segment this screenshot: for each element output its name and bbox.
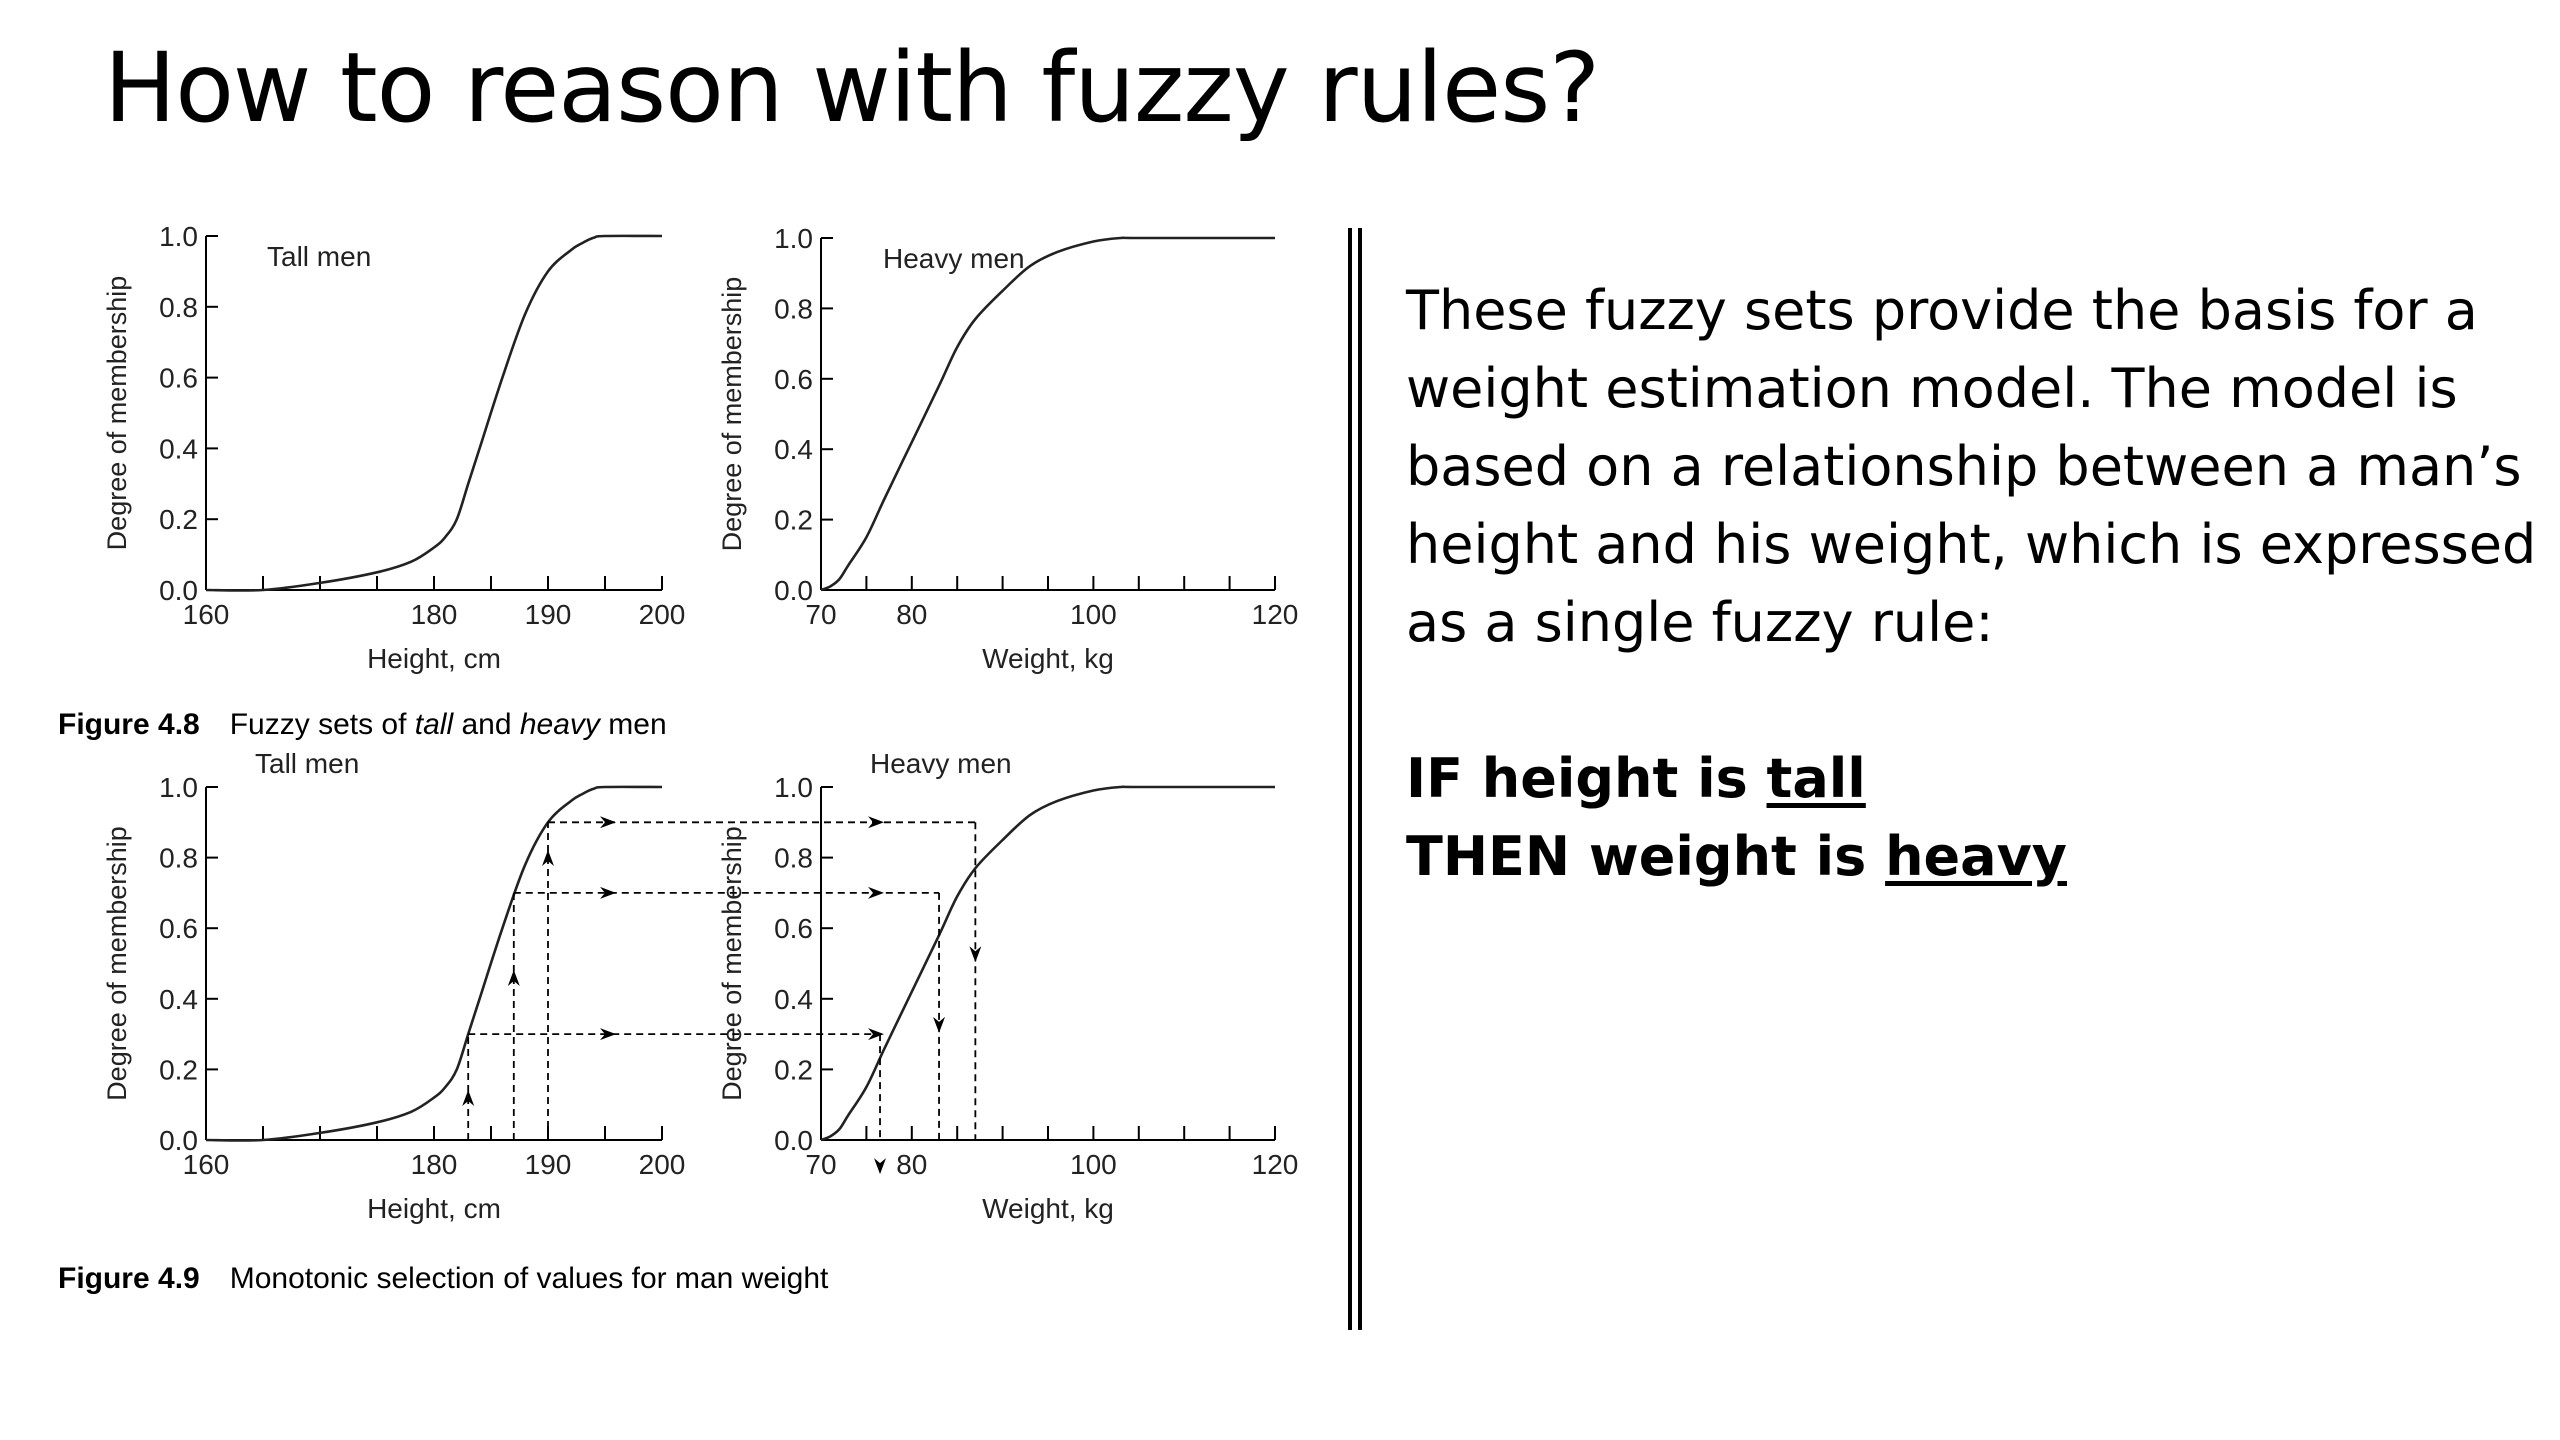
x-tick-label: 190 xyxy=(525,599,572,630)
right-arrow-icon xyxy=(600,1028,616,1041)
y-tick-label: 1.0 xyxy=(774,772,813,803)
chart-fig48-heavy-men: 0.0 0.2 0.4 0.6 0.8 1.0 70 80 100 120 Weight, kg De… xyxy=(717,223,1298,674)
y-axis-label: Degree of membership xyxy=(102,826,132,1101)
y-tick-label: 1.0 xyxy=(159,221,198,252)
y-tick-label: 0.8 xyxy=(159,843,198,874)
x-tick-label: 100 xyxy=(1070,599,1117,630)
y-tick-label: 1.0 xyxy=(774,223,813,254)
figures-svg: 0.0 0.2 0.4 0.6 0.8 1.0 160 180 190 200 Height, cm… xyxy=(102,221,1298,1224)
x-tick-label: 120 xyxy=(1252,1149,1299,1180)
y-tick-label: 0.2 xyxy=(774,505,813,536)
membership-curve xyxy=(820,236,1275,592)
x-tick-label: 70 xyxy=(805,599,836,630)
right-arrow-icon xyxy=(868,816,884,829)
figure-4-9-caption: Figure 4.9 Monotonic selection of values … xyxy=(58,1262,828,1296)
y-tick-label: 0.4 xyxy=(774,984,813,1015)
caption-term-heavy: heavy xyxy=(519,708,600,741)
x-tick-label: 200 xyxy=(639,1149,686,1180)
chart-fig48-tall-men: 0.0 0.2 0.4 0.6 0.8 1.0 160 180 190 200 Height, cm… xyxy=(102,221,685,674)
caption-text: Monotonic selection of values for man we… xyxy=(229,1262,829,1295)
explanation-text: These fuzzy sets provide the basis for a… xyxy=(1406,279,2537,654)
y-tick-label: 0.6 xyxy=(159,363,198,394)
x-tick-label: 80 xyxy=(896,599,927,630)
y-tick-label: 0.0 xyxy=(159,575,198,606)
y-axis-label: Degree of membership xyxy=(717,826,747,1101)
panel-label: Heavy men xyxy=(883,243,1025,274)
y-tick-label: 0.2 xyxy=(159,1054,198,1085)
caption-text: men xyxy=(599,708,667,741)
y-tick-label: 0.4 xyxy=(774,434,813,465)
down-arrow-icon xyxy=(874,1158,887,1175)
x-tick-label: 180 xyxy=(411,599,458,630)
y-tick-label: 0.4 xyxy=(159,433,198,464)
y-axis-label: Degree of membership xyxy=(102,276,132,551)
y-tick-label: 0.8 xyxy=(774,293,813,324)
x-tick-label: 180 xyxy=(411,1149,458,1180)
x-tick-label: 70 xyxy=(805,1149,836,1180)
panel-label: Tall men xyxy=(255,748,359,779)
y-tick-label: 0.8 xyxy=(159,292,198,323)
x-axis-label: Weight, kg xyxy=(982,643,1114,674)
up-arrow-icon xyxy=(462,1090,475,1106)
membership-curve xyxy=(205,234,663,592)
figure-4-8-caption: Figure 4.8 Fuzzy sets of tall and heavy m… xyxy=(58,708,667,742)
rule-then-prefix: THEN weight is xyxy=(1406,825,1886,888)
rule-then-term: heavy xyxy=(1885,825,2068,888)
rule-if-term: tall xyxy=(1766,747,1866,810)
right-arrow-icon xyxy=(868,1028,884,1041)
fuzzy-rule: IF height is tall THEN weight is heavy xyxy=(1406,740,2546,896)
figure-4-8-number: Figure 4.8 xyxy=(58,708,200,741)
rule-if-prefix: IF height is xyxy=(1406,747,1767,810)
right-arrow-icon xyxy=(600,886,616,899)
up-arrow-icon xyxy=(542,850,554,866)
down-arrow-icon xyxy=(933,1016,946,1033)
chart-fig49-heavy-men: 0.0 0.2 0.4 0.6 0.8 1.0 70 80 100 120 Weight, kg De… xyxy=(717,748,1298,1224)
y-tick-label: 0.6 xyxy=(159,913,198,944)
right-arrow-icon xyxy=(600,816,616,829)
figure-4-9-number: Figure 4.9 xyxy=(58,1262,200,1295)
y-tick-label: 0.6 xyxy=(774,913,813,944)
x-tick-label: 200 xyxy=(639,599,686,630)
up-arrow-icon xyxy=(507,970,520,986)
x-tick-label: 120 xyxy=(1252,599,1299,630)
caption-term-tall: tall xyxy=(414,708,454,741)
divider-line xyxy=(1358,228,1362,1330)
down-arrow-icon xyxy=(969,946,982,963)
y-tick-label: 0.8 xyxy=(774,843,813,874)
slide-title: How to reason with fuzzy rules? xyxy=(104,32,1600,144)
x-tick-label: 80 xyxy=(896,1149,927,1180)
y-tick-label: 0.2 xyxy=(159,504,198,535)
explanation-panel: These fuzzy sets provide the basis for a… xyxy=(1406,272,2546,896)
right-arrow-icon xyxy=(868,886,884,899)
x-tick-label: 160 xyxy=(183,1149,230,1180)
y-tick-label: 1.0 xyxy=(159,772,198,803)
x-tick-label: 190 xyxy=(525,1149,572,1180)
caption-text: and xyxy=(453,708,520,741)
divider-line xyxy=(1348,228,1352,1330)
panel-label: Tall men xyxy=(267,241,371,272)
membership-curve xyxy=(205,785,663,1142)
y-tick-label: 0.0 xyxy=(774,575,813,606)
x-axis-label: Height, cm xyxy=(367,1193,501,1224)
chart-fig49-tall-men: 0.0 0.2 0.4 0.6 0.8 1.0 160 180 190 200 Height, cm… xyxy=(102,748,685,1224)
membership-curve xyxy=(820,785,1275,1142)
x-tick-label: 100 xyxy=(1070,1149,1117,1180)
y-tick-label: 0.2 xyxy=(774,1054,813,1085)
y-tick-label: 0.0 xyxy=(159,1125,198,1156)
y-axis-label: Degree of membership xyxy=(717,277,747,552)
y-tick-label: 0.4 xyxy=(159,984,198,1015)
caption-text: Fuzzy sets of xyxy=(229,708,415,741)
mapping-arrows xyxy=(468,816,976,1041)
x-axis-label: Height, cm xyxy=(367,643,501,674)
y-tick-label: 0.6 xyxy=(774,364,813,395)
x-axis-label: Weight, kg xyxy=(982,1193,1114,1224)
x-tick-label: 160 xyxy=(183,599,230,630)
y-tick-label: 0.0 xyxy=(774,1125,813,1156)
panel-label: Heavy men xyxy=(870,748,1012,779)
